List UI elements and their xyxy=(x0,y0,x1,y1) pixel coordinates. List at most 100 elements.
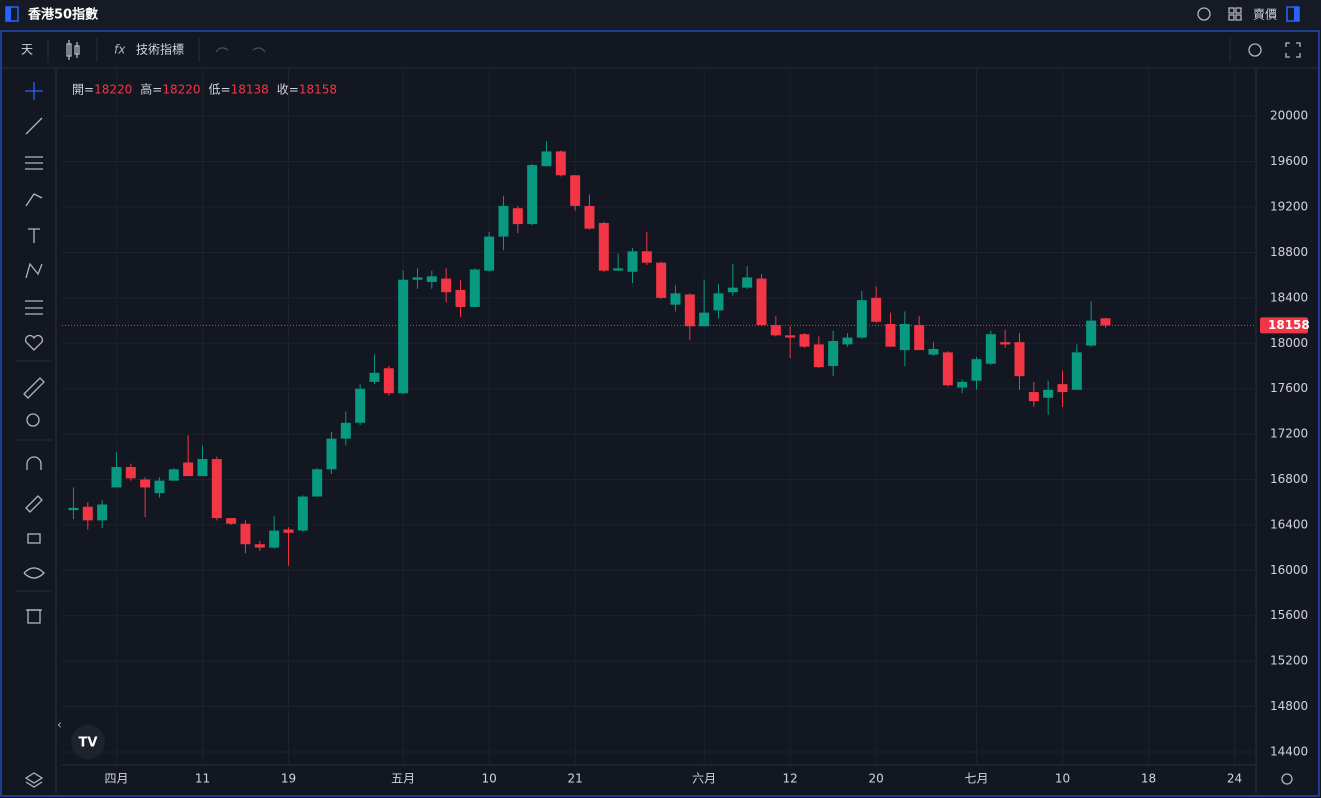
layout-button[interactable] xyxy=(1228,7,1242,21)
ohlc-value: 18220 xyxy=(162,83,200,97)
candle-body xyxy=(627,251,638,272)
candle-body xyxy=(598,222,609,271)
interval-button[interactable]: 天 xyxy=(21,43,33,57)
indicators-button[interactable]: 技術指標 xyxy=(136,42,184,57)
y-tick-label: 17200 xyxy=(1270,427,1308,441)
y-tick-label: 17600 xyxy=(1270,381,1308,395)
candle-body xyxy=(183,462,194,477)
candle-body xyxy=(1028,392,1039,402)
drawing-tools[interactable] xyxy=(23,82,45,624)
y-tick-label: 14400 xyxy=(1270,744,1308,758)
ohlc-label: 收= xyxy=(277,83,299,97)
candle-body xyxy=(312,469,323,497)
plot: 14400 14800 15200 15600 16000 16400 16800 17200… xyxy=(62,68,1310,786)
x-tick-label: 11 xyxy=(195,772,210,786)
y-tick-label: 18400 xyxy=(1270,290,1308,304)
candle-body xyxy=(455,289,466,307)
candle-body xyxy=(68,507,79,511)
candle-body xyxy=(154,480,165,494)
candle-body xyxy=(1014,342,1025,377)
refresh-button[interactable] xyxy=(1197,7,1211,21)
candle-body xyxy=(971,359,982,381)
y-tick-label: 15200 xyxy=(1270,654,1308,668)
candle-body xyxy=(240,523,251,545)
candle-body xyxy=(254,544,265,548)
x-tick-label: 21 xyxy=(568,772,583,786)
side-panel-fill xyxy=(1294,7,1299,21)
candle-body xyxy=(656,262,667,298)
y-tick-label: 18800 xyxy=(1270,245,1308,259)
price-mode[interactable]: 賣價 xyxy=(1253,7,1277,22)
candle-body xyxy=(125,467,136,479)
y-tick-label: 19600 xyxy=(1270,154,1308,168)
candle-body xyxy=(469,269,480,307)
candle-body xyxy=(813,344,824,368)
candle-body xyxy=(355,388,366,423)
candle-body xyxy=(871,297,882,322)
top-bar xyxy=(0,0,1321,30)
candle-body xyxy=(369,372,380,382)
y-tick-label: 19200 xyxy=(1270,200,1308,214)
candle-body xyxy=(613,268,624,271)
candle-body xyxy=(97,504,108,521)
candle-body xyxy=(211,459,222,519)
candle-body xyxy=(942,352,953,386)
fullscreen-button[interactable] xyxy=(1285,42,1301,58)
candle-body xyxy=(770,325,781,336)
settings-button[interactable] xyxy=(1248,43,1262,57)
candle-body xyxy=(985,334,996,364)
candle-body xyxy=(283,529,294,533)
x-tick-label: 六月 xyxy=(692,772,716,786)
y-tick-label: 16400 xyxy=(1270,517,1308,531)
candle-body xyxy=(326,438,337,470)
candle-body xyxy=(742,277,753,288)
candle-body xyxy=(885,323,896,347)
panel-icon-fill xyxy=(6,7,11,21)
y-tick-label: 15600 xyxy=(1270,608,1308,622)
collapse-button[interactable]: ‹ xyxy=(57,718,62,732)
candle-body xyxy=(541,151,552,167)
undo-button[interactable] xyxy=(215,47,229,53)
candle-body xyxy=(1100,318,1111,326)
chart-type-button[interactable] xyxy=(66,40,80,60)
candle-body xyxy=(297,496,308,531)
candle-body xyxy=(512,208,523,225)
candle-body xyxy=(111,467,122,488)
candle-body xyxy=(584,205,595,229)
time-settings[interactable] xyxy=(1281,773,1293,785)
y-tick-label: 16800 xyxy=(1270,472,1308,486)
candle-body xyxy=(727,287,738,293)
candle-body xyxy=(756,278,767,326)
candle-body xyxy=(928,348,939,355)
candle-body xyxy=(1000,342,1011,345)
chart-frame xyxy=(0,30,1320,797)
candle-body xyxy=(498,205,509,237)
candle-body xyxy=(899,323,910,351)
logo xyxy=(71,725,105,759)
candle-body xyxy=(269,530,280,548)
x-tick-label: 12 xyxy=(783,772,798,786)
candle-body xyxy=(484,236,495,271)
candle-body xyxy=(1086,320,1097,346)
candle-body xyxy=(441,278,452,293)
y-tick-label: 14800 xyxy=(1270,699,1308,713)
layers-button[interactable] xyxy=(24,772,44,788)
candle-body xyxy=(799,334,810,347)
candle-body xyxy=(398,279,409,394)
redo-button[interactable] xyxy=(252,47,266,53)
candle-body xyxy=(1043,389,1054,398)
x-tick-label: 24 xyxy=(1227,772,1242,786)
ohlc-label: 開= xyxy=(72,83,94,97)
candle-body xyxy=(670,293,681,305)
candle-body xyxy=(226,518,237,524)
candle-body xyxy=(684,294,695,327)
candle-body xyxy=(570,175,581,206)
ohlc-value: 18220 xyxy=(94,83,132,97)
candle-body xyxy=(713,293,724,311)
candle-body xyxy=(527,165,538,225)
y-tick-label: 18000 xyxy=(1270,336,1308,350)
candle-body xyxy=(699,312,710,327)
candle-body xyxy=(412,277,423,280)
last-price-label: 18158 xyxy=(1268,318,1310,332)
